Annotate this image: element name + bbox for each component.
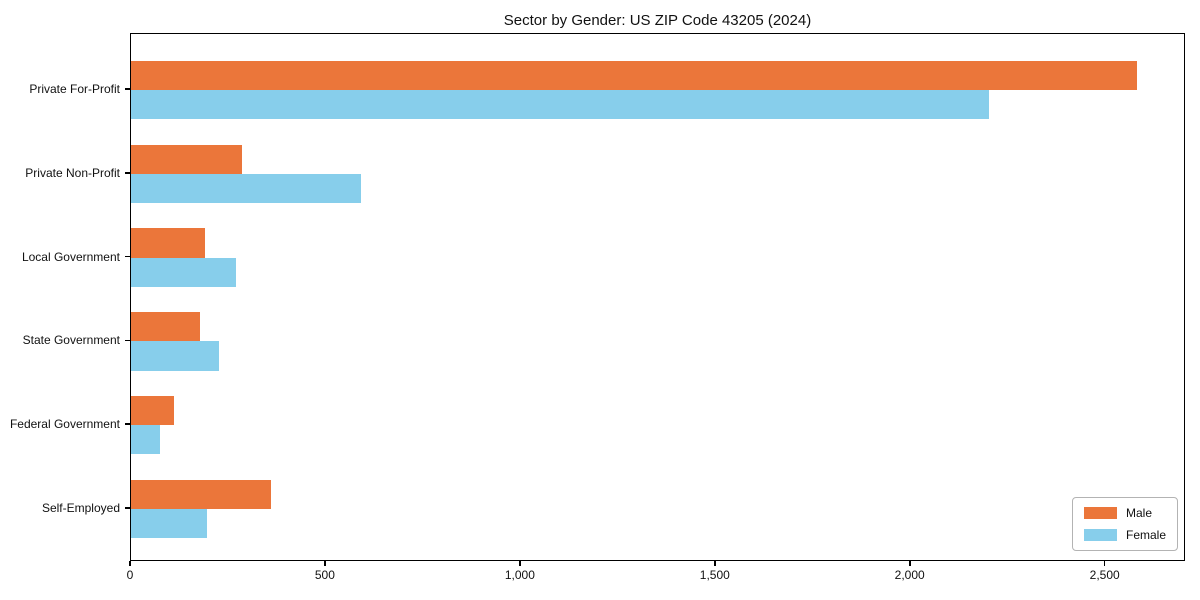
bar-female-3 (131, 341, 219, 371)
y-tick-mark-5 (125, 507, 130, 509)
x-tick-mark-2 (519, 561, 521, 566)
x-tick-label-1: 500 (314, 568, 335, 582)
legend: Male Female (1071, 497, 1178, 551)
bar-female-0 (131, 90, 989, 120)
plot-area (130, 33, 1185, 561)
bar-male-1 (131, 144, 243, 174)
x-tick-mark-0 (129, 561, 131, 566)
bar-male-0 (131, 60, 1137, 90)
bar-female-4 (131, 425, 161, 455)
x-tick-label-4: 2,000 (894, 568, 925, 582)
y-tick-mark-2 (125, 255, 130, 258)
y-tick-label-4: Federal Government (9, 417, 120, 432)
legend-swatch-male (1083, 507, 1117, 519)
chart-title: Sector by Gender: US ZIP Code 43205 (202… (503, 12, 812, 29)
x-tick-mark-5 (1103, 561, 1106, 566)
legend-swatch-female (1083, 529, 1117, 541)
bar-male-4 (131, 395, 174, 426)
x-tick-label-2: 1,000 (504, 568, 535, 582)
x-tick-mark-4 (909, 561, 911, 566)
y-tick-label-5: Self-Employed (41, 501, 120, 515)
x-tick-label-0: 0 (126, 568, 134, 582)
legend-entry-female: Female (1083, 528, 1166, 542)
y-tick-mark-0 (125, 88, 130, 90)
bar-male-5 (131, 479, 272, 509)
y-tick-mark-1 (125, 172, 130, 174)
bar-male-2 (131, 228, 206, 258)
y-tick-mark-3 (125, 339, 130, 342)
bar-male-3 (131, 312, 201, 342)
x-tick-label-5: 2,500 (1089, 568, 1120, 582)
y-tick-label-3: State Government (22, 333, 120, 348)
x-tick-mark-3 (714, 561, 716, 566)
bar-female-1 (131, 173, 361, 204)
x-tick-mark-1 (324, 561, 326, 566)
y-tick-label-0: Private For-Profit (29, 82, 120, 96)
legend-label-female: Female (1125, 528, 1166, 542)
y-tick-label-1: Private Non-Profit (25, 165, 120, 180)
y-tick-mark-4 (125, 423, 130, 425)
legend-entry-male: Male (1083, 506, 1166, 520)
bar-female-5 (131, 509, 207, 539)
bar-female-2 (131, 257, 237, 287)
x-tick-label-3: 1,500 (699, 568, 730, 582)
legend-label-male: Male (1125, 506, 1152, 520)
y-tick-label-2: Local Government (21, 249, 120, 264)
